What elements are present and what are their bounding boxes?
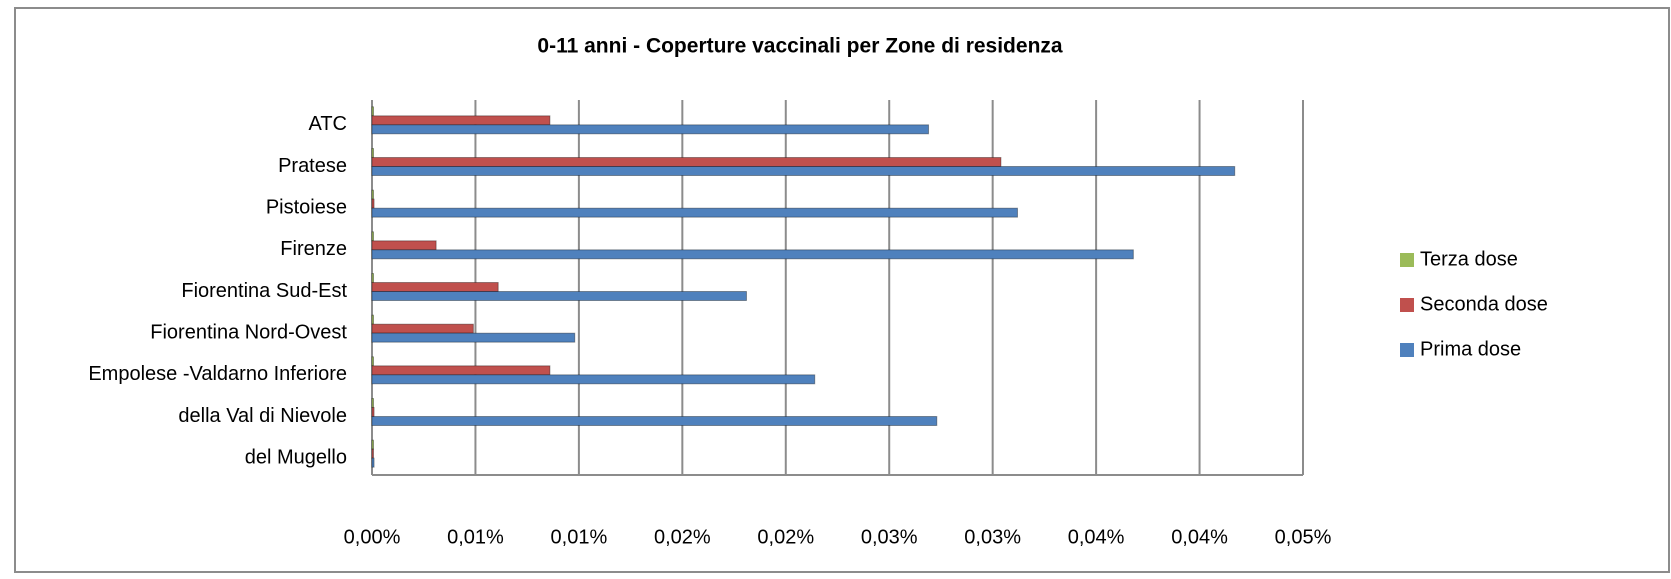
- y-tick-label: del Mugello: [245, 446, 347, 468]
- bar: [371, 407, 375, 417]
- bar: [371, 356, 374, 367]
- y-tick-label: Pratese: [278, 155, 347, 177]
- chart-title: 0-11 anni - Coperture vaccinali per Zone…: [537, 35, 1062, 58]
- bar: [371, 398, 374, 408]
- x-tick-label: 0,01%: [551, 526, 608, 548]
- bar: [371, 273, 374, 283]
- y-tick-label: Fiorentina Nord-Ovest: [150, 321, 347, 343]
- x-tick-label: 0,03%: [861, 526, 918, 548]
- bar: [371, 448, 374, 459]
- y-tick-label: Empolese -Valdarno Inferiore: [88, 363, 347, 385]
- legend-label: Terza dose: [1420, 248, 1518, 270]
- y-tick-label: della Val di Nievole: [178, 405, 347, 427]
- x-tick-label: 0,05%: [1275, 526, 1332, 548]
- y-tick-label: Firenze: [280, 238, 347, 260]
- legend-swatch: [1400, 343, 1414, 357]
- x-tick-label: 0,03%: [964, 526, 1021, 548]
- bar: [371, 240, 437, 251]
- bar: [371, 282, 499, 292]
- bar: [371, 374, 816, 385]
- legend-label: Prima dose: [1420, 338, 1521, 360]
- bar: [371, 207, 1018, 218]
- x-tick-label: 0,04%: [1068, 526, 1125, 548]
- bar: [371, 198, 375, 209]
- bar: [371, 189, 374, 200]
- y-tick-label: Pistoiese: [266, 196, 347, 218]
- bar: [371, 291, 747, 301]
- bar: [371, 332, 576, 343]
- bar: [371, 439, 374, 450]
- bar: [371, 457, 375, 468]
- legend-swatch: [1400, 253, 1414, 267]
- x-tick-label: 0,02%: [757, 526, 814, 548]
- bar: [371, 365, 551, 376]
- bar: [371, 166, 1236, 176]
- bar: [371, 231, 374, 242]
- x-tick-label: 0,01%: [447, 526, 504, 548]
- x-tick-label: 0,04%: [1171, 526, 1228, 548]
- bar: [371, 157, 1002, 167]
- bar: [371, 416, 938, 426]
- chart-frame: [14, 7, 1670, 573]
- x-tick-label: 0,00%: [344, 526, 401, 548]
- bar: [371, 115, 551, 126]
- bar: [371, 323, 474, 334]
- legend-swatch: [1400, 298, 1414, 312]
- y-tick-label: ATC: [308, 113, 347, 135]
- bar: [371, 249, 1134, 260]
- bar: [371, 314, 374, 325]
- bar: [371, 148, 374, 158]
- bar: [371, 124, 930, 135]
- bar: [371, 106, 374, 117]
- x-tick-label: 0,02%: [654, 526, 711, 548]
- legend-label: Seconda dose: [1420, 293, 1548, 315]
- y-tick-label: Fiorentina Sud-Est: [181, 280, 347, 302]
